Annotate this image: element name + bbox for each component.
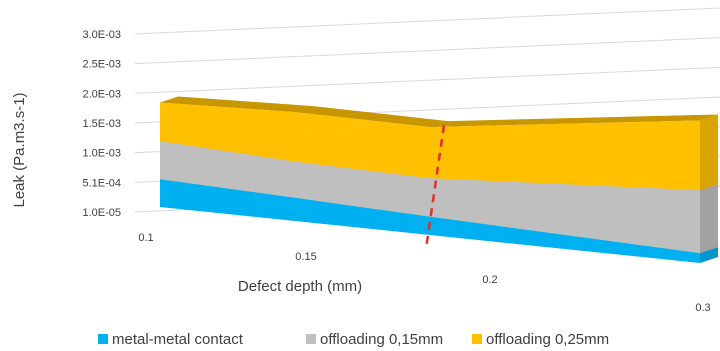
x-tick-label: 0.15 [295,251,316,263]
series-side-face [700,247,718,263]
series-side-face [700,114,718,191]
y-tick-label: 2.5E-03 [82,59,121,71]
y-axis-ticks: 1.0E-05 5.1E-04 1.0E-03 1.5E-03 2.0E-03 2.5E-… [82,29,121,219]
dashed-reference-line [424,124,446,250]
y-tick-label: 1.0E-03 [82,148,121,160]
y-tick-label: 1.0E-05 [82,207,121,219]
legend-label: offloading 0,15mm [320,331,443,348]
gridline [134,7,720,35]
legend-label: offloading 0,25mm [486,331,609,348]
y-tick-label: 1.5E-03 [82,118,121,130]
x-tick-label: 0.2 [482,274,497,286]
series-top-face [160,96,718,128]
legend: metal-metal contact offloading 0,15mm offl… [98,331,609,348]
legend-label: metal-metal contact [112,331,244,348]
legend-swatch [98,334,108,344]
series-area [160,102,700,191]
x-tick-label: 0.3 [695,302,710,314]
x-tick-label: 0.1 [138,232,153,244]
legend-swatch [306,334,316,344]
legend-swatch [472,334,482,344]
x-axis-title: Defect depth (mm) [238,278,362,295]
y-axis-title: Leak (Pa.m3.s-1) [11,92,28,207]
series-side-face [700,184,718,254]
x-axis-ticks: 0.1 0.15 0.2 0.3 [138,232,710,314]
gridline [134,66,720,94]
series-area [160,141,700,254]
y-tick-label: 2.0E-03 [82,88,121,100]
annotations [424,124,446,250]
gridline [134,37,720,65]
y-tick-label: 5.1E-04 [82,177,121,189]
plot-area [160,96,718,263]
y-tick-label: 3.0E-03 [82,29,121,41]
series-area [160,179,700,263]
